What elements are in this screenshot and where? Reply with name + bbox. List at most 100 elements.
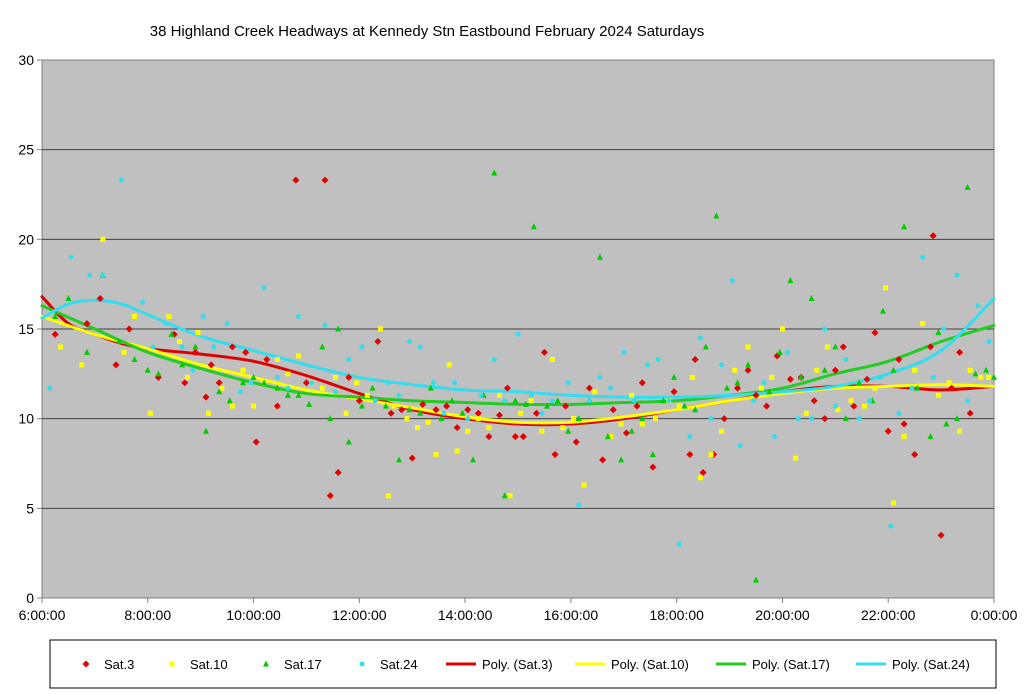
data-point xyxy=(850,402,858,410)
data-point xyxy=(100,236,106,242)
data-point xyxy=(686,451,694,459)
data-point xyxy=(345,373,353,381)
data-point xyxy=(639,415,646,422)
legend-label: Poly. (Sat.17) xyxy=(752,657,830,672)
data-point xyxy=(901,223,908,230)
data-point xyxy=(769,374,775,380)
data-point xyxy=(343,410,349,416)
data-point xyxy=(871,329,879,337)
data-point xyxy=(68,254,74,260)
data-point xyxy=(296,353,302,359)
data-point xyxy=(618,456,625,463)
data-point xyxy=(761,380,767,386)
data-point xyxy=(240,367,246,373)
data-point xyxy=(369,384,376,391)
data-point xyxy=(786,375,794,383)
data-point xyxy=(306,400,313,407)
data-point xyxy=(745,361,752,368)
data-point xyxy=(895,355,903,363)
data-point xyxy=(633,402,641,410)
legend-label: Sat.17 xyxy=(284,657,322,672)
data-point xyxy=(274,374,280,380)
data-point xyxy=(485,433,493,441)
data-point xyxy=(604,433,611,440)
data-point xyxy=(719,362,725,368)
data-point xyxy=(528,392,534,398)
data-point xyxy=(474,409,482,417)
x-tick-label: 20:00:00 xyxy=(755,607,810,623)
data-point xyxy=(333,389,339,395)
data-point xyxy=(832,343,839,350)
data-point xyxy=(385,493,391,499)
data-point xyxy=(835,407,841,413)
data-point xyxy=(702,343,709,350)
data-point xyxy=(571,416,577,422)
data-point xyxy=(501,492,508,499)
data-point xyxy=(879,307,886,314)
data-point xyxy=(666,398,672,404)
data-point xyxy=(586,398,592,404)
data-point xyxy=(273,402,281,410)
data-point xyxy=(511,433,519,441)
data-point xyxy=(699,468,707,476)
data-point xyxy=(206,410,212,416)
legend-marker xyxy=(82,660,90,668)
data-point xyxy=(195,330,201,336)
data-point xyxy=(302,379,310,387)
data-point xyxy=(454,448,460,454)
data-point xyxy=(319,343,326,350)
data-point xyxy=(166,313,172,319)
data-point xyxy=(335,325,342,332)
data-point xyxy=(856,416,862,422)
gridlines xyxy=(42,149,994,509)
data-point xyxy=(824,344,830,350)
data-point xyxy=(848,398,854,404)
data-point xyxy=(687,434,693,440)
data-point xyxy=(967,367,973,373)
x-axis: 6:00:00 8:00:00 10:00:00 12:00:00 14:00:00 16… xyxy=(19,598,1018,623)
data-point xyxy=(427,384,434,391)
legend-label: Poly. (Sat.3) xyxy=(482,657,553,672)
data-point xyxy=(900,420,908,428)
data-point xyxy=(465,428,471,434)
data-point xyxy=(856,379,863,386)
data-point xyxy=(708,452,714,458)
x-tick-label: 18:00:00 xyxy=(649,607,704,623)
data-point xyxy=(776,348,783,355)
data-point xyxy=(966,409,974,417)
x-tick-label: 0:00:00 xyxy=(971,607,1018,623)
data-point xyxy=(719,428,725,434)
data-point xyxy=(228,343,236,351)
data-point xyxy=(51,330,59,338)
data-point xyxy=(843,356,849,362)
data-point xyxy=(495,411,503,419)
data-point xyxy=(292,176,300,184)
data-point xyxy=(927,343,935,351)
y-tick-label: 20 xyxy=(18,231,34,247)
data-point xyxy=(744,366,752,374)
data-point xyxy=(549,398,555,404)
data-point xyxy=(295,391,302,398)
data-point xyxy=(364,392,370,398)
data-point xyxy=(345,438,352,445)
data-point xyxy=(322,322,328,328)
data-point xyxy=(112,361,120,369)
data-point xyxy=(720,415,728,423)
data-point xyxy=(248,380,254,386)
data-point xyxy=(237,389,243,395)
data-point xyxy=(168,330,175,337)
data-point xyxy=(565,380,571,386)
data-point xyxy=(296,313,302,319)
data-point xyxy=(179,344,185,350)
data-point xyxy=(100,272,106,278)
data-point xyxy=(219,385,225,391)
data-point xyxy=(65,295,72,302)
data-point xyxy=(911,451,919,459)
data-point xyxy=(737,443,743,449)
data-point xyxy=(808,295,815,302)
data-point xyxy=(965,398,971,404)
data-point xyxy=(438,415,445,422)
data-point xyxy=(441,410,447,416)
data-point xyxy=(528,398,534,404)
